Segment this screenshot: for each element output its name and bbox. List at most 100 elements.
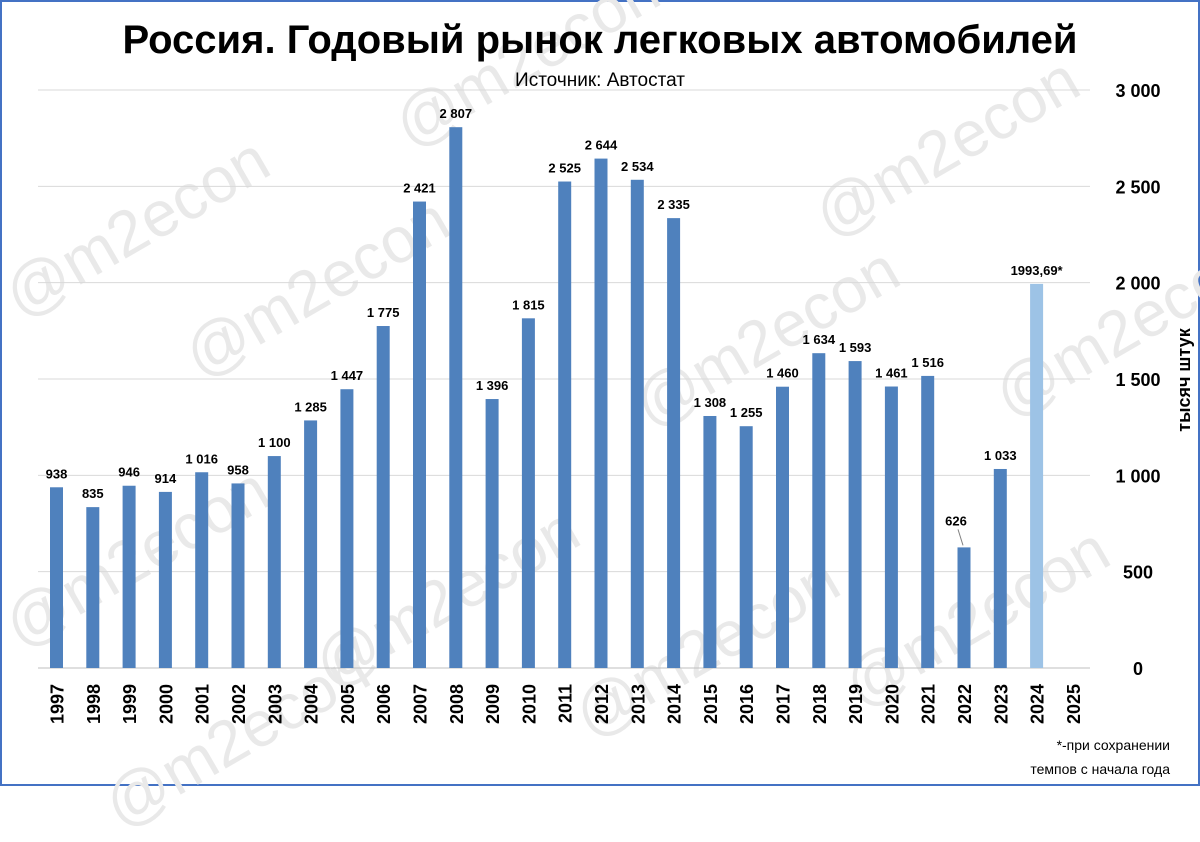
x-tick-label: 1999: [120, 684, 140, 724]
bar: [594, 158, 608, 668]
data-label: 1 396: [476, 378, 509, 393]
chart-subtitle: Источник: Автостат: [515, 70, 685, 91]
data-label: 2 335: [657, 197, 690, 212]
data-label: 2 534: [621, 159, 654, 174]
x-tick-label: 2024: [1028, 684, 1048, 724]
bar: [158, 491, 172, 668]
leader-line: [957, 529, 964, 546]
bar: [267, 456, 281, 668]
x-tick-label: 2004: [302, 684, 322, 724]
bar: [884, 386, 898, 668]
x-tick-label: 2006: [374, 684, 394, 724]
bar: [993, 468, 1007, 668]
y-tick-label: 3 000: [1115, 81, 1160, 101]
data-label: 958: [227, 462, 249, 477]
x-tick-label: 2020: [882, 684, 902, 724]
x-tick-label: 2002: [229, 684, 249, 724]
x-tick-label: 2017: [774, 684, 794, 724]
bar: [812, 353, 826, 668]
bar: [413, 201, 426, 668]
bar: [630, 179, 644, 669]
x-tick-label: 2010: [519, 684, 539, 724]
y-axis-title: тысяч штук: [1174, 327, 1194, 431]
data-label: 1 593: [839, 340, 872, 355]
data-label: 1 775: [367, 305, 400, 320]
x-tick-label: 2005: [338, 684, 358, 724]
data-label: 1 033: [984, 448, 1017, 463]
bar: [703, 415, 717, 668]
x-tick-label: 2012: [592, 684, 612, 724]
x-tick-label: 2019: [846, 684, 866, 724]
x-tick-label: 2015: [701, 684, 721, 724]
data-label: 1 634: [803, 332, 836, 347]
x-tick-label: 2021: [919, 684, 939, 724]
data-label: 1 100: [258, 435, 291, 450]
data-label: 1 255: [730, 405, 763, 420]
data-label: 2 421: [403, 181, 436, 196]
data-label: 1993,69*: [1011, 263, 1064, 278]
bar: [1030, 283, 1044, 668]
x-tick-label: 2025: [1064, 684, 1084, 724]
data-label: 835: [82, 486, 104, 501]
x-tick-label: 2013: [628, 684, 648, 724]
data-label: 2 525: [548, 161, 581, 176]
bar: [376, 326, 390, 668]
bar: [957, 547, 971, 668]
footnote: *-при сохранении темпов с начала года: [930, 733, 1170, 781]
y-tick-label: 2 500: [1115, 177, 1160, 197]
y-tick-label: 500: [1123, 563, 1153, 583]
x-tick-label: 2000: [156, 684, 176, 724]
data-label: 1 285: [294, 399, 327, 414]
data-label: 1 516: [911, 355, 944, 370]
bar-chart: 0 500 1 000 1 500 2 000 2 500 3 000 тысяч штук 9…: [38, 81, 1194, 724]
bar: [848, 361, 862, 668]
bar: [340, 389, 354, 668]
data-label: 938: [46, 466, 68, 481]
x-tick-label: 2023: [991, 684, 1011, 724]
bar: [776, 386, 789, 668]
x-tick-label: 2014: [665, 684, 685, 724]
data-label: 2 644: [585, 138, 618, 153]
bar: [739, 426, 753, 668]
data-label: 1 461: [875, 366, 908, 381]
bar: [122, 485, 136, 668]
y-tick-label: 0: [1133, 659, 1143, 679]
x-tick-label: 2007: [411, 684, 431, 724]
data-label: 2 807: [440, 106, 473, 121]
data-label: 914: [155, 471, 177, 486]
bar: [558, 181, 572, 668]
bar: [231, 483, 245, 668]
x-tick-label: 1997: [48, 684, 68, 724]
x-tick-label: 2008: [447, 684, 467, 724]
data-label: 1 815: [512, 297, 545, 312]
x-tick-label: 2018: [810, 684, 830, 724]
data-label: 1 016: [185, 451, 218, 466]
footnote-line: темпов с начала года: [1030, 761, 1170, 777]
data-label: 626: [945, 513, 967, 528]
bar: [485, 399, 499, 668]
data-label: 1 447: [331, 368, 364, 383]
x-tick-label: 2011: [556, 684, 576, 723]
y-tick-label: 2 000: [1115, 274, 1160, 294]
bar: [304, 420, 318, 668]
x-tick-label: 2016: [737, 684, 757, 724]
data-label: 1 460: [766, 366, 799, 381]
bar: [667, 218, 681, 668]
data-label: 946: [118, 465, 140, 480]
data-label: 1 308: [694, 395, 727, 410]
bar: [195, 472, 209, 668]
bar: [921, 375, 935, 668]
bar: [50, 487, 63, 668]
x-tick-label: 2001: [193, 684, 213, 724]
y-tick-label: 1 000: [1115, 466, 1160, 486]
x-tick-label: 1998: [84, 684, 104, 724]
chart-title: Россия. Годовый рынок легковых автомобил…: [122, 18, 1078, 62]
bar: [521, 318, 535, 668]
x-tick-label: 2022: [955, 684, 975, 724]
bar: [86, 507, 100, 668]
x-tick-label: 2009: [483, 684, 503, 724]
bar: [449, 127, 463, 668]
y-tick-label: 1 500: [1115, 370, 1160, 390]
x-tick-label: 2003: [265, 684, 285, 724]
footnote-line: *-при сохранении: [1056, 737, 1170, 753]
